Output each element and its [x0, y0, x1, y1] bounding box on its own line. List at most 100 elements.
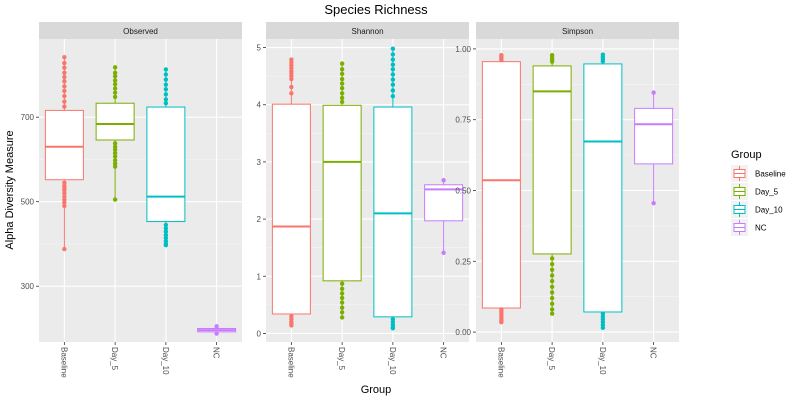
outlier-point: [62, 191, 67, 196]
outlier-point: [339, 300, 345, 305]
outlier-point: [390, 93, 396, 99]
box-baseline: [44, 54, 84, 252]
x-tick-label: NC: [212, 347, 221, 359]
outlier-point: [112, 73, 118, 79]
outlier-point: [163, 92, 169, 97]
outlier-point: [62, 200, 67, 205]
outlier-point: [112, 90, 118, 95]
y-tick-label: 0.00: [455, 328, 471, 337]
outlier-point: [390, 77, 396, 82]
x-tick-label: Day_10: [388, 347, 397, 375]
box-baseline: [481, 52, 521, 325]
x-tick-label: NC: [439, 347, 448, 359]
box-nc: [424, 178, 464, 256]
outlier-point: [390, 88, 396, 93]
outlier-point: [339, 61, 345, 66]
y-tick-label: 700: [21, 113, 35, 122]
box-iqr: [44, 109, 84, 181]
outlier-point: [163, 243, 169, 248]
outlier-point: [549, 278, 555, 284]
outlier-point: [390, 62, 396, 67]
outlier-point: [62, 93, 67, 99]
y-tick-label: 3: [257, 158, 262, 167]
panel-simpson: Simpson 0.00 0.25 0.50 0.75 1.00 Baseline Day_5…: [455, 22, 679, 378]
outlier-point: [112, 154, 118, 159]
outlier-point: [163, 87, 169, 92]
x-tick-label: Day_10: [161, 347, 170, 375]
outlier-point: [62, 74, 67, 80]
outlier-point: [339, 281, 345, 286]
box-day_5: [322, 61, 362, 320]
legend-label: NC: [755, 224, 767, 233]
box-iqr: [271, 103, 311, 315]
legend-label: Day_5: [755, 188, 779, 197]
outlier-point: [112, 197, 118, 202]
y-tick-label: 0.50: [455, 187, 471, 196]
box-nc: [197, 324, 237, 336]
outlier-point: [112, 164, 118, 169]
outlier-point: [390, 57, 396, 62]
outlier-point: [549, 307, 555, 312]
facet-strip: [476, 22, 679, 39]
outlier-point: [112, 94, 118, 100]
outlier-point: [499, 319, 504, 325]
y-tick-label: 300: [21, 282, 35, 291]
outlier-point: [549, 261, 555, 267]
legend-entry-day_5: Day_5: [731, 183, 779, 200]
outlier-point: [289, 323, 294, 328]
x-tick-label: Baseline: [286, 347, 295, 378]
outlier-point: [112, 78, 118, 83]
outlier-point: [339, 315, 345, 320]
outlier-point: [62, 203, 67, 209]
legend-title: Group: [731, 149, 762, 161]
facet-strip-label: Observed: [123, 27, 158, 36]
outlier-point: [339, 71, 345, 77]
outlier-point: [62, 88, 67, 94]
outlier-point: [339, 91, 345, 96]
outlier-point: [214, 331, 219, 336]
outlier-point: [390, 52, 396, 57]
box-iqr: [583, 63, 623, 313]
box-iqr: [634, 107, 674, 165]
outlier-point: [600, 325, 606, 331]
outlier-point: [62, 84, 67, 89]
y-tick-label: 1.00: [455, 45, 471, 54]
outlier-point: [289, 84, 294, 90]
legend-entry-baseline: Baseline: [731, 165, 786, 182]
outlier-point: [289, 76, 294, 82]
outlier-point: [163, 72, 169, 77]
y-axis-title: Alpha Diversity Measure: [4, 130, 16, 249]
outlier-point: [62, 54, 67, 60]
outlier-point: [549, 311, 555, 316]
outlier-point: [549, 59, 555, 64]
outlier-point: [549, 290, 555, 295]
box-iqr: [532, 65, 572, 255]
y-tick-label: 5: [257, 44, 262, 53]
outlier-point: [549, 295, 555, 301]
outlier-point: [339, 81, 345, 86]
outlier-point: [62, 104, 67, 109]
legend-entry-nc: NC: [731, 219, 767, 236]
outlier-point: [339, 67, 345, 72]
outlier-point: [339, 76, 345, 82]
outlier-point: [62, 99, 67, 104]
outlier-point: [600, 59, 606, 64]
outlier-point: [163, 97, 169, 102]
x-tick-label: Day_5: [110, 347, 119, 371]
panel-background: [39, 39, 242, 342]
outlier-point: [339, 310, 345, 315]
box-day_5: [95, 65, 135, 202]
facet-strip: [39, 22, 242, 39]
box-day_10: [373, 46, 413, 331]
legend-entry-day_10: Day_10: [731, 201, 783, 218]
y-tick-label: 0.75: [455, 116, 471, 125]
outlier-point: [62, 70, 67, 76]
outlier-point: [549, 284, 555, 289]
outlier-point: [339, 286, 345, 292]
box-iqr: [424, 184, 464, 222]
outlier-point: [549, 267, 555, 272]
outlier-point: [339, 295, 345, 301]
box-day_10: [146, 67, 186, 248]
outlier-point: [163, 229, 169, 234]
